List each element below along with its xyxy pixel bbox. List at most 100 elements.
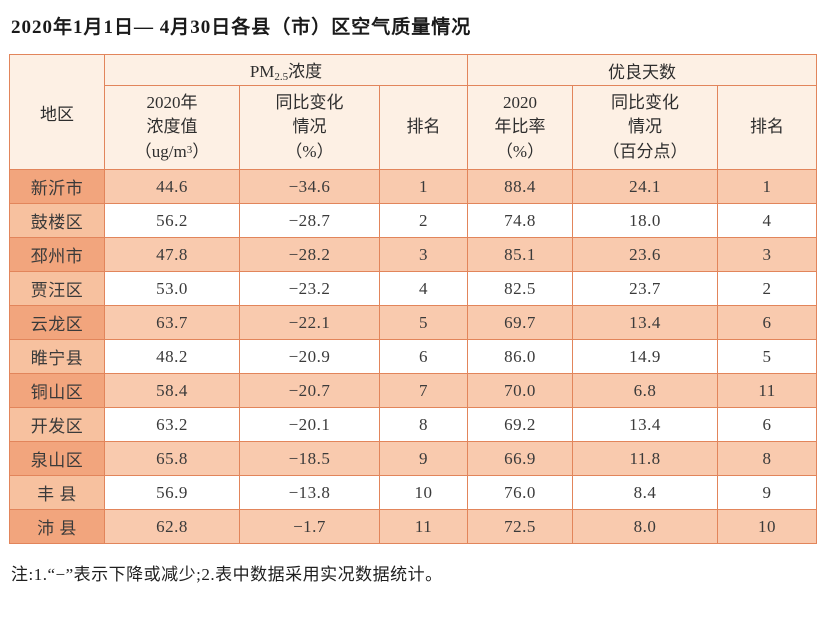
cell-concentration: 56.9 [104,475,240,510]
cell-concentration: 65.8 [104,441,240,476]
cell-region: 新沂市 [9,169,105,204]
cell-ratio: 69.2 [467,407,574,442]
cell-pm-rank: 6 [378,339,469,374]
cell-concentration-change: −28.7 [239,203,380,238]
cell-concentration-change: −28.2 [239,237,380,272]
cell-ratio: 70.0 [467,373,574,408]
cell-region: 铜山区 [9,373,105,408]
header-group-pm25: PM2.5浓度 [103,54,469,86]
concentration-line2: 浓度值 [146,117,198,137]
header-concentration: 2020年浓度值 （ug/m3） [104,85,240,170]
cell-concentration: 48.2 [104,339,240,374]
cell-pm-rank: 2 [378,203,469,238]
cell-concentration: 63.7 [104,305,240,340]
cell-ratio-change: 6.8 [572,373,719,408]
cell-concentration-change: −20.9 [239,339,380,374]
table-row: 铜山区 58.4 −20.7 7 70.0 6.8 11 [9,373,818,408]
cell-ratio: 69.7 [467,305,574,340]
table-row: 贾汪区 53.0 −23.2 4 82.5 23.7 2 [9,271,818,306]
cell-region: 邳州市 [9,237,105,272]
header-days-rank: 排名 [717,85,818,170]
concentration-unit-pre: （ug/m [134,141,187,161]
cell-ratio-change: 13.4 [572,407,719,442]
cell-ratio: 72.5 [467,509,574,544]
cell-concentration: 44.6 [104,169,240,204]
cell-concentration-change: −20.1 [239,407,380,442]
cell-region: 丰 县 [9,475,105,510]
air-quality-table: 地区 PM2.5浓度 优良天数 2020年 浓度值 （ug/m3） 同比变化 情况 … [9,54,818,544]
cell-ratio-change: 8.0 [572,509,719,544]
cell-days-rank: 5 [717,339,818,374]
cell-days-rank: 8 [717,441,818,476]
page-title: 2020年1月1日— 4月30日各县（市）区空气质量情况 [11,17,472,38]
table-row: 新沂市 44.6 −34.6 1 88.4 24.1 1 [9,169,818,204]
cell-ratio: 76.0 [467,475,574,510]
header-pm-rank: 排名 [378,85,469,170]
table-row: 睢宁县 48.2 −20.9 6 86.0 14.9 5 [9,339,818,374]
cell-days-rank: 3 [717,237,818,272]
cell-ratio: 85.1 [467,237,574,272]
cell-days-rank: 1 [717,169,818,204]
cell-ratio-change: 23.7 [572,271,719,306]
concentration-unit-superscript: 3 [186,143,193,156]
table-row: 丰 县 56.9 −13.8 10 76.0 8.4 9 [9,475,818,510]
cell-pm-rank: 11 [378,509,469,544]
cell-ratio-change: 8.4 [572,475,719,510]
cell-region: 睢宁县 [9,339,105,374]
header-concentration-change: 同比变化 情况 （%） [239,85,380,170]
table-header: 地区 PM2.5浓度 优良天数 2020年浓度值 （ug/m3） 同比变化 情况 … [9,54,818,170]
cell-days-rank: 4 [717,203,818,238]
cell-pm-rank: 4 [378,271,469,306]
cell-pm-rank: 3 [378,237,469,272]
header-region: 地区 [9,54,105,170]
cell-ratio-change: 18.0 [572,203,719,238]
cell-region: 鼓楼区 [9,203,105,238]
cell-ratio: 88.4 [467,169,574,204]
cell-concentration: 53.0 [104,271,240,306]
cell-ratio: 82.5 [467,271,574,306]
cell-days-rank: 2 [717,271,818,306]
cell-days-rank: 10 [717,509,818,544]
cell-concentration: 47.8 [104,237,240,272]
header-ratio-change: 同比变化 情况 （百分点） [572,85,719,170]
cell-days-rank: 6 [717,305,818,340]
cell-pm-rank: 5 [378,305,469,340]
cell-ratio-change: 13.4 [572,305,719,340]
cell-concentration-change: −13.8 [239,475,380,510]
cell-ratio: 66.9 [467,441,574,476]
header-group-row: 地区 PM2.5浓度 优良天数 [9,54,818,170]
header-good-days-ratio: 2020 年比率 （%） [467,85,574,170]
concentration-unit-post: ） [192,141,210,161]
cell-concentration-change: −18.5 [239,441,380,476]
cell-ratio-change: 24.1 [572,169,719,204]
footnote: 注:1.“−”表示下降或减少;2.表中数据采用实况数据统计。 [11,565,443,584]
concentration-line1: 2020年 [146,92,198,112]
cell-days-rank: 11 [717,373,818,408]
cell-region: 贾汪区 [9,271,105,306]
cell-ratio-change: 11.8 [572,441,719,476]
cell-concentration-change: −22.1 [239,305,380,340]
cell-days-rank: 9 [717,475,818,510]
table-row: 鼓楼区 56.2 −28.7 2 74.8 18.0 4 [9,203,818,238]
page: 2020年1月1日— 4月30日各县（市）区空气质量情况 地区 PM2.5浓度 … [9,17,818,584]
cell-concentration: 62.8 [104,509,240,544]
header-sub-row: 2020年浓度值 （ug/m3） 同比变化 情况 （%） 排名 2020 年比率 … [10,85,818,170]
cell-region: 开发区 [9,407,105,442]
table-row: 开发区 63.2 −20.1 8 69.2 13.4 6 [9,407,818,442]
cell-ratio: 86.0 [467,339,574,374]
cell-region: 泉山区 [9,441,105,476]
table-row: 云龙区 63.7 −22.1 5 69.7 13.4 6 [9,305,818,340]
pm25-label-prefix: PM [249,62,275,81]
cell-pm-rank: 9 [378,441,469,476]
cell-pm-rank: 8 [378,407,469,442]
table-row: 泉山区 65.8 −18.5 9 66.9 11.8 8 [9,441,818,476]
header-group-good-days: 优良天数 [467,54,818,86]
cell-concentration-change: −20.7 [239,373,380,408]
cell-concentration-change: −23.2 [239,271,380,306]
cell-ratio: 74.8 [467,203,574,238]
cell-ratio-change: 14.9 [572,339,719,374]
cell-region: 云龙区 [9,305,105,340]
cell-region: 沛 县 [9,509,105,544]
pm25-label-suffix: 浓度 [288,62,323,81]
cell-pm-rank: 10 [378,475,469,510]
